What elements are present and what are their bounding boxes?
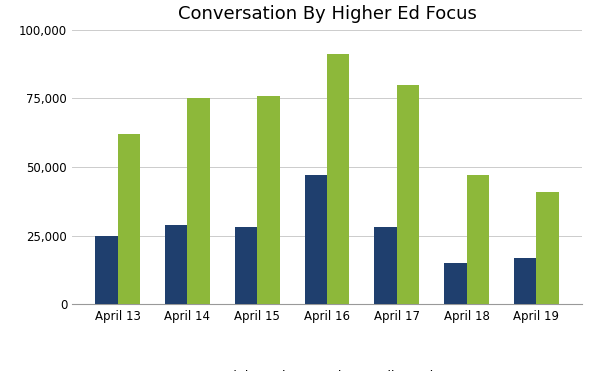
Title: Conversation By Higher Ed Focus: Conversation By Higher Ed Focus xyxy=(178,4,476,23)
Legend: Higher Ed-Focused, All Mentions: Higher Ed-Focused, All Mentions xyxy=(194,365,460,371)
Bar xyxy=(118,134,140,304)
Bar xyxy=(374,227,397,304)
Bar xyxy=(95,236,118,304)
Bar xyxy=(257,96,280,304)
Bar xyxy=(235,227,257,304)
Bar xyxy=(327,55,349,304)
Bar xyxy=(187,98,209,304)
Bar xyxy=(305,175,327,304)
Bar xyxy=(467,175,489,304)
Bar xyxy=(514,257,536,304)
Bar xyxy=(536,192,559,304)
Bar xyxy=(397,85,419,304)
Bar xyxy=(165,224,187,304)
Bar xyxy=(445,263,467,304)
